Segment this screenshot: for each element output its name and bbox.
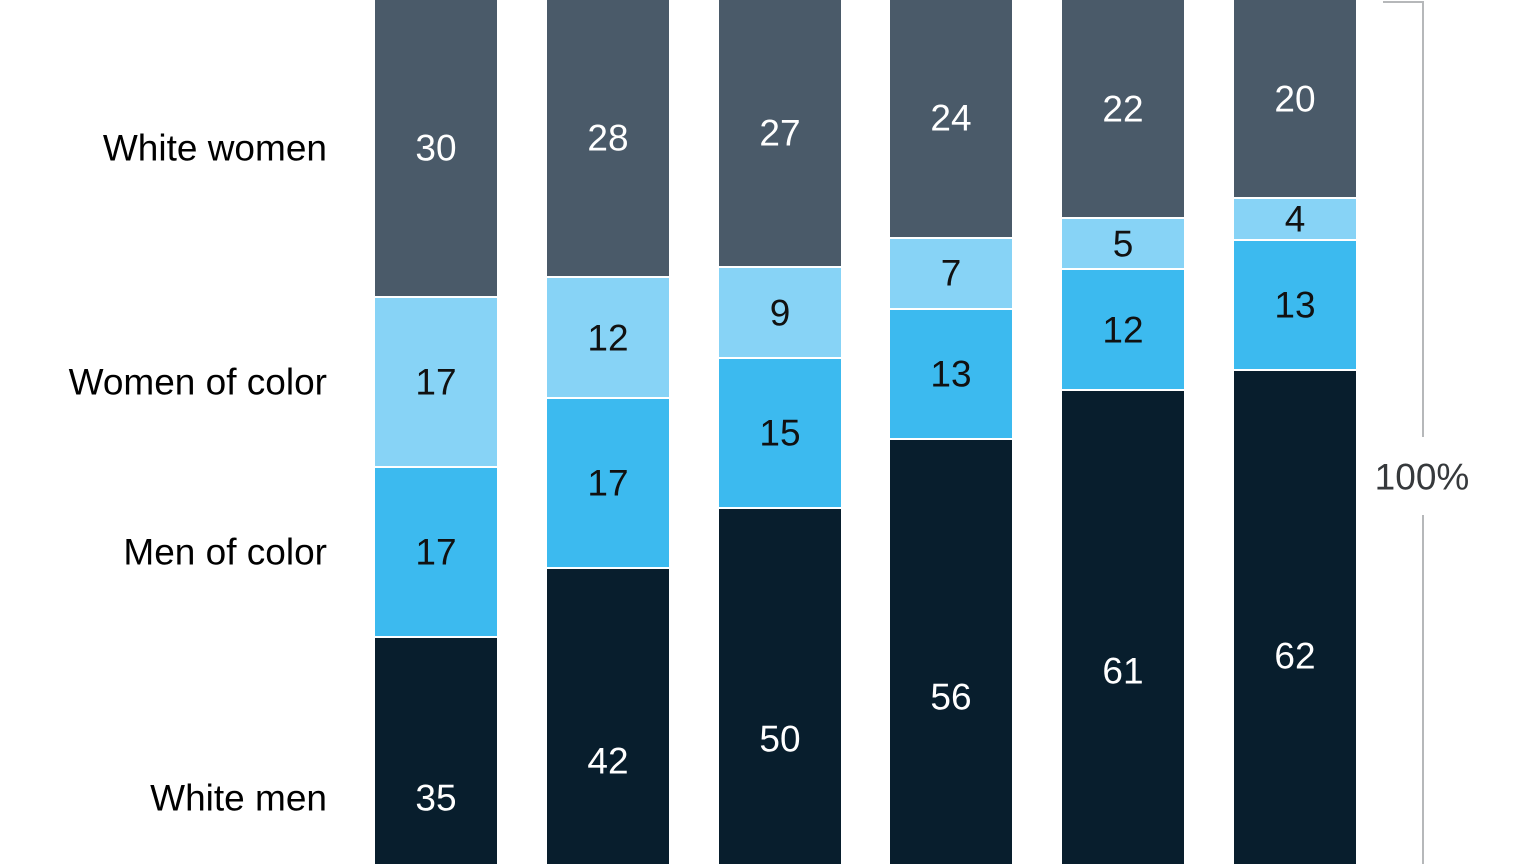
segment-value-label: 4 bbox=[1284, 198, 1306, 240]
axis-max-label: 100% bbox=[1374, 456, 1470, 498]
axis-line-lower bbox=[1422, 515, 1424, 864]
segment-value-label: 62 bbox=[1274, 635, 1316, 677]
bar-segment: 50 bbox=[719, 509, 841, 864]
bar-segment: 12 bbox=[547, 278, 669, 397]
segment-value-label: 50 bbox=[759, 718, 801, 760]
segment-value-label: 7 bbox=[940, 252, 962, 294]
segment-value-label: 9 bbox=[769, 292, 791, 334]
axis-top-tick bbox=[1383, 1, 1424, 3]
segment-value-label: 15 bbox=[759, 412, 801, 454]
bar-segment: 27 bbox=[719, 0, 841, 267]
segment-value-label: 42 bbox=[587, 740, 629, 782]
segment-value-label: 13 bbox=[930, 353, 972, 395]
bar-segment: 12 bbox=[1062, 270, 1184, 389]
segment-value-label: 56 bbox=[930, 676, 972, 718]
bar-segment: 5 bbox=[1062, 219, 1184, 269]
segment-value-label: 27 bbox=[759, 112, 801, 154]
bar-segment: 35 bbox=[375, 637, 497, 864]
category-label: Women of color bbox=[68, 361, 327, 403]
segment-value-label: 22 bbox=[1102, 88, 1144, 130]
bar-segment: 42 bbox=[547, 568, 669, 864]
category-label: White women bbox=[102, 127, 327, 169]
segment-value-label: 5 bbox=[1112, 223, 1134, 265]
bar-segment: 24 bbox=[890, 0, 1012, 237]
bar-segment: 15 bbox=[719, 359, 841, 508]
segment-value-label: 17 bbox=[587, 462, 629, 504]
segment-value-label: 24 bbox=[930, 97, 972, 139]
segment-value-label: 17 bbox=[415, 531, 457, 573]
bar-segment: 13 bbox=[1234, 240, 1356, 370]
segment-value-label: 17 bbox=[415, 361, 457, 403]
series-row-labels: White women Women of color Men of color Whi… bbox=[0, 0, 327, 864]
bar-segment: 7 bbox=[890, 238, 1012, 308]
bar-segment: 17 bbox=[375, 298, 497, 466]
bar-segment: 56 bbox=[890, 440, 1012, 864]
bar-segment: 17 bbox=[547, 398, 669, 567]
segment-value-label: 12 bbox=[587, 317, 629, 359]
bar-segment: 13 bbox=[890, 309, 1012, 439]
bar-segment: 22 bbox=[1062, 0, 1184, 218]
segment-value-label: 35 bbox=[415, 777, 457, 819]
category-label: Men of color bbox=[123, 531, 327, 573]
bar-segment: 28 bbox=[547, 0, 669, 277]
bar-segment: 62 bbox=[1234, 371, 1356, 864]
bar-segment: 4 bbox=[1234, 198, 1356, 240]
bar-segment: 17 bbox=[375, 467, 497, 636]
bar-segment: 30 bbox=[375, 0, 497, 297]
bar-segment: 61 bbox=[1062, 390, 1184, 864]
segment-value-label: 13 bbox=[1274, 284, 1316, 326]
axis-line-upper bbox=[1422, 2, 1424, 437]
category-label: White men bbox=[150, 777, 327, 819]
bar-segment: 20 bbox=[1234, 0, 1356, 198]
segment-value-label: 30 bbox=[415, 127, 457, 169]
segment-value-label: 61 bbox=[1102, 650, 1144, 692]
bar-segment: 9 bbox=[719, 268, 841, 358]
segment-value-label: 28 bbox=[587, 117, 629, 159]
segment-value-label: 20 bbox=[1274, 78, 1316, 120]
segment-value-label: 12 bbox=[1102, 309, 1144, 351]
